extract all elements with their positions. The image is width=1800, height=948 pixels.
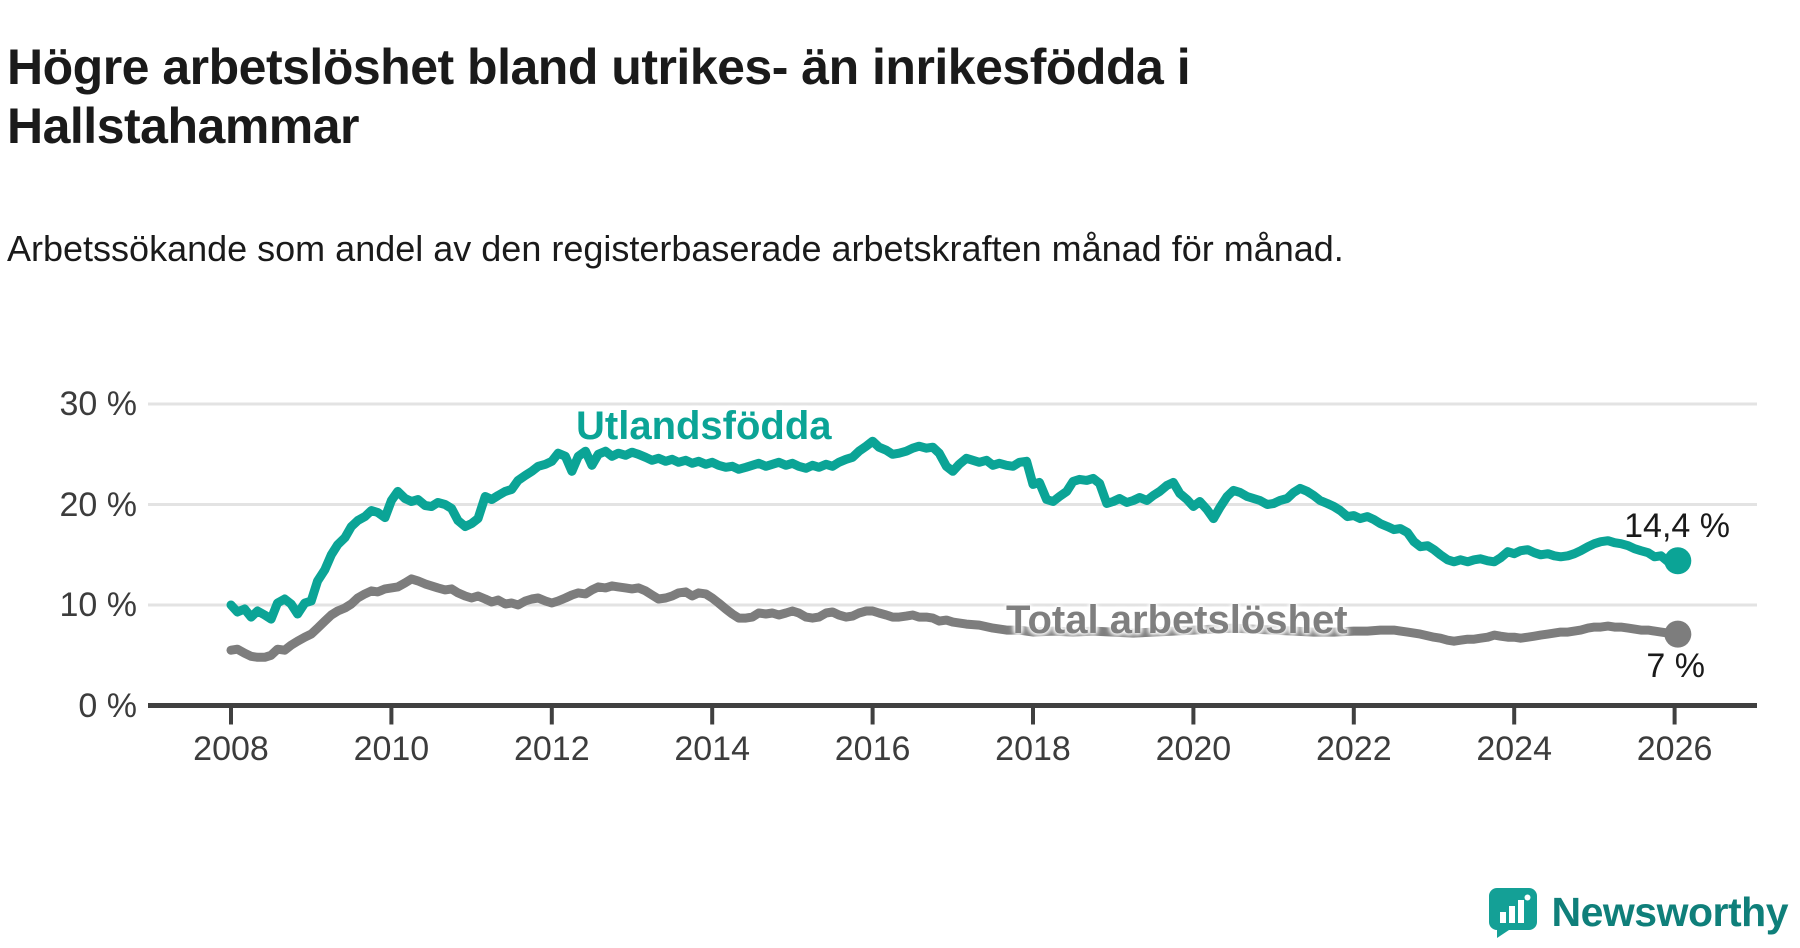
- x-tick-label: 2008: [193, 730, 269, 768]
- newsworthy-logo-icon: [1488, 888, 1537, 938]
- bar-3: [1517, 900, 1524, 923]
- end-value-label-total: 7 %: [1646, 647, 1705, 685]
- series-end-dot: [1664, 620, 1692, 648]
- brand-footer: Newsworthy: [1487, 886, 1789, 938]
- x-tick-label: 2020: [1155, 730, 1232, 768]
- y-tick-label: 0 %: [78, 686, 137, 725]
- series-line-utlandsf-dda: [226, 436, 1683, 624]
- data-point-dot: [1524, 894, 1530, 901]
- bar-1: [1499, 912, 1506, 923]
- brand-name: Newsworthy: [1551, 888, 1789, 935]
- y-tick-label: 20 %: [59, 485, 138, 524]
- x-tick-label: 2010: [353, 730, 430, 768]
- series-line-total-arbetsl-shet: [226, 574, 1683, 662]
- bar-2: [1508, 906, 1515, 923]
- x-tick-label: 2016: [834, 730, 911, 768]
- y-tick-label: 30 %: [59, 385, 138, 423]
- page-title: Högre arbetslöshet bland utrikes- än inr…: [7, 38, 1191, 154]
- x-tick-label: 2018: [995, 730, 1071, 768]
- page-subtitle: Arbetssökande som andel av den registerb…: [7, 228, 1344, 269]
- x-tick-label: 2014: [674, 730, 750, 768]
- x-tick-label: 2026: [1636, 730, 1713, 768]
- series-label-total-arbetsloshet: Total arbetslöshet: [1006, 598, 1348, 642]
- end-value-label-utlandsfodda: 14,4 %: [1624, 507, 1730, 545]
- x-tick-label: 2012: [513, 730, 590, 768]
- y-tick-label: 10 %: [59, 586, 138, 624]
- series-end-dot: [1664, 547, 1692, 575]
- series-label-utlandsfodda: Utlandsfödda: [576, 404, 832, 448]
- x-tick-label: 2024: [1476, 730, 1552, 768]
- x-tick-label: 2022: [1315, 730, 1392, 768]
